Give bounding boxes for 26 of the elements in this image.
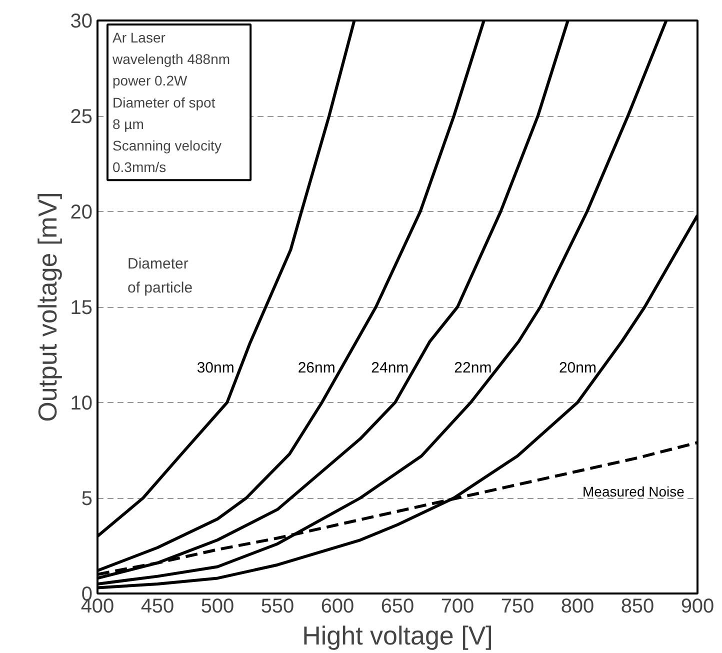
x-tick-label: 500 bbox=[200, 596, 234, 618]
x-tick-label: 850 bbox=[620, 596, 654, 618]
series-label: 30nm bbox=[196, 360, 234, 377]
series-label: 24nm bbox=[371, 360, 409, 377]
series-label: 22nm bbox=[454, 360, 492, 377]
annotation: Ar Laser wavelength 488nm power 0.2W Diameter of spot 8 µm Scanning velocity 0.3mm/s bbox=[112, 30, 230, 176]
x-tick-label: 900 bbox=[680, 596, 714, 618]
y-tick-label: 20 bbox=[70, 202, 93, 224]
x-axis-title: Hight voltage [V] bbox=[302, 620, 493, 650]
y-tick-label: 25 bbox=[70, 106, 93, 128]
y-tick-label: 30 bbox=[70, 10, 93, 32]
x-tick-label: 550 bbox=[260, 596, 294, 618]
y-tick-label: 5 bbox=[81, 488, 92, 510]
x-tick-label: 800 bbox=[560, 596, 594, 618]
series-label: 26nm bbox=[298, 360, 336, 377]
x-tick-label: 750 bbox=[500, 596, 534, 618]
y-tick-label: 10 bbox=[70, 392, 93, 414]
x-tick-label: 450 bbox=[140, 596, 174, 618]
x-tick-label: 600 bbox=[320, 596, 354, 618]
x-tick-label: 650 bbox=[380, 596, 414, 618]
y-axis-title: Output voltage [mV] bbox=[32, 192, 62, 422]
series-label: 20nm bbox=[558, 360, 596, 377]
y-tick-label: 15 bbox=[70, 297, 93, 319]
series-label: Measured Noise bbox=[582, 483, 685, 500]
annotation: Diameter of particle bbox=[128, 256, 193, 296]
x-tick-label: 700 bbox=[440, 596, 474, 618]
